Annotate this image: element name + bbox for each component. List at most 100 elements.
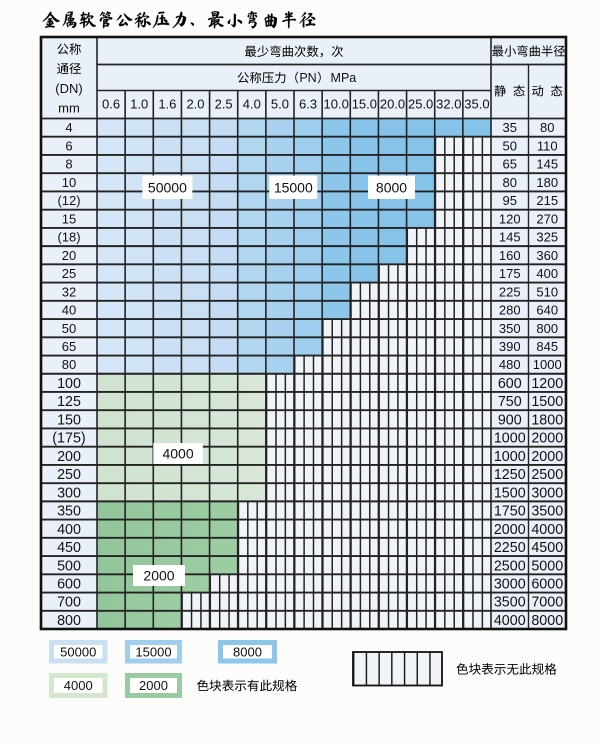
svg-text:270: 270 [536, 211, 558, 226]
svg-text:510: 510 [536, 284, 558, 299]
svg-text:250: 250 [57, 467, 81, 483]
svg-text:50: 50 [62, 321, 76, 336]
svg-text:8: 8 [65, 157, 72, 172]
svg-text:700: 700 [57, 595, 81, 611]
svg-text:15.0: 15.0 [352, 97, 377, 112]
svg-text:180: 180 [536, 175, 558, 190]
svg-text:2000: 2000 [139, 678, 168, 693]
svg-text:(12): (12) [57, 193, 80, 208]
svg-text:15000: 15000 [135, 644, 171, 659]
svg-text:3000: 3000 [494, 576, 526, 592]
svg-text:1000: 1000 [494, 449, 526, 465]
svg-text:4000: 4000 [64, 678, 93, 693]
svg-text:2000: 2000 [143, 568, 174, 584]
svg-text:32.0: 32.0 [436, 97, 461, 112]
svg-text:8000: 8000 [376, 179, 407, 195]
svg-text:600: 600 [57, 576, 81, 592]
svg-text:2.5: 2.5 [215, 97, 233, 112]
svg-text:(18): (18) [57, 230, 80, 245]
svg-text:65: 65 [62, 339, 76, 354]
svg-text:800: 800 [536, 321, 558, 336]
svg-text:145: 145 [536, 157, 558, 172]
svg-text:215: 215 [536, 193, 558, 208]
svg-text:25.0: 25.0 [408, 97, 433, 112]
svg-text:300: 300 [57, 485, 81, 501]
svg-text:50000: 50000 [60, 644, 96, 659]
svg-text:5000: 5000 [531, 558, 563, 574]
svg-text:450: 450 [57, 540, 81, 556]
svg-text:(DN): (DN) [55, 81, 82, 96]
svg-text:900: 900 [498, 412, 522, 428]
svg-text:20: 20 [62, 248, 76, 263]
svg-text:150: 150 [57, 412, 81, 428]
svg-text:125: 125 [57, 394, 81, 410]
svg-text:4: 4 [65, 120, 72, 135]
svg-text:20.0: 20.0 [380, 97, 405, 112]
svg-text:1.6: 1.6 [158, 97, 176, 112]
svg-text:50: 50 [503, 138, 517, 153]
svg-text:1800: 1800 [531, 412, 563, 428]
svg-text:350: 350 [499, 321, 521, 336]
svg-text:8000: 8000 [233, 644, 262, 659]
svg-text:2250: 2250 [494, 540, 526, 556]
svg-text:400: 400 [57, 522, 81, 538]
svg-text:500: 500 [57, 558, 81, 574]
svg-text:25: 25 [62, 266, 76, 281]
svg-text:390: 390 [499, 339, 521, 354]
svg-text:175: 175 [499, 266, 521, 281]
svg-text:80: 80 [540, 120, 554, 135]
svg-text:65: 65 [503, 157, 517, 172]
svg-text:2000: 2000 [531, 449, 563, 465]
svg-text:4500: 4500 [531, 540, 563, 556]
svg-text:0.6: 0.6 [102, 97, 120, 112]
svg-text:3500: 3500 [531, 504, 563, 520]
svg-text:7000: 7000 [531, 595, 563, 611]
svg-text:160: 160 [499, 248, 521, 263]
svg-text:640: 640 [536, 303, 558, 318]
svg-text:110: 110 [537, 138, 558, 153]
svg-text:10.0: 10.0 [324, 97, 349, 112]
svg-text:145: 145 [499, 230, 521, 245]
svg-text:1500: 1500 [494, 485, 526, 501]
svg-text:(175): (175) [52, 431, 85, 447]
svg-text:3500: 3500 [494, 595, 526, 611]
svg-text:360: 360 [536, 248, 558, 263]
svg-text:350: 350 [57, 504, 81, 520]
svg-text:1.0: 1.0 [130, 97, 148, 112]
svg-text:35: 35 [503, 120, 517, 135]
svg-text:225: 225 [499, 284, 521, 299]
svg-text:1250: 1250 [494, 467, 526, 483]
svg-text:1000: 1000 [533, 357, 562, 372]
svg-text:4000: 4000 [494, 613, 526, 629]
svg-text:1750: 1750 [494, 504, 526, 520]
svg-text:95: 95 [503, 193, 517, 208]
svg-text:100: 100 [57, 376, 81, 392]
svg-text:325: 325 [536, 230, 558, 245]
svg-text:120: 120 [499, 211, 521, 226]
svg-text:750: 750 [498, 394, 522, 410]
svg-text:1200: 1200 [531, 376, 563, 392]
svg-text:2.0: 2.0 [186, 97, 204, 112]
svg-text:1500: 1500 [531, 394, 563, 410]
svg-text:2500: 2500 [531, 467, 563, 483]
svg-text:845: 845 [536, 339, 558, 354]
svg-text:32: 32 [62, 284, 76, 299]
svg-text:480: 480 [499, 357, 521, 372]
svg-text:800: 800 [57, 613, 81, 629]
svg-text:400: 400 [536, 266, 558, 281]
svg-text:2000: 2000 [494, 522, 526, 538]
svg-text:80: 80 [503, 175, 517, 190]
svg-text:6.3: 6.3 [299, 97, 317, 112]
svg-text:6000: 6000 [531, 576, 563, 592]
svg-text:6: 6 [65, 138, 72, 153]
svg-text:MPa: MPa [331, 71, 357, 85]
svg-text:5.0: 5.0 [271, 97, 289, 112]
svg-text:1000: 1000 [494, 431, 526, 447]
svg-text:mm: mm [58, 101, 80, 116]
svg-text:50000: 50000 [148, 179, 187, 195]
svg-text:15000: 15000 [274, 179, 313, 195]
svg-text:35.0: 35.0 [464, 97, 489, 112]
svg-text:200: 200 [57, 449, 81, 465]
svg-text:4000: 4000 [162, 446, 193, 462]
svg-text:15: 15 [62, 211, 76, 226]
